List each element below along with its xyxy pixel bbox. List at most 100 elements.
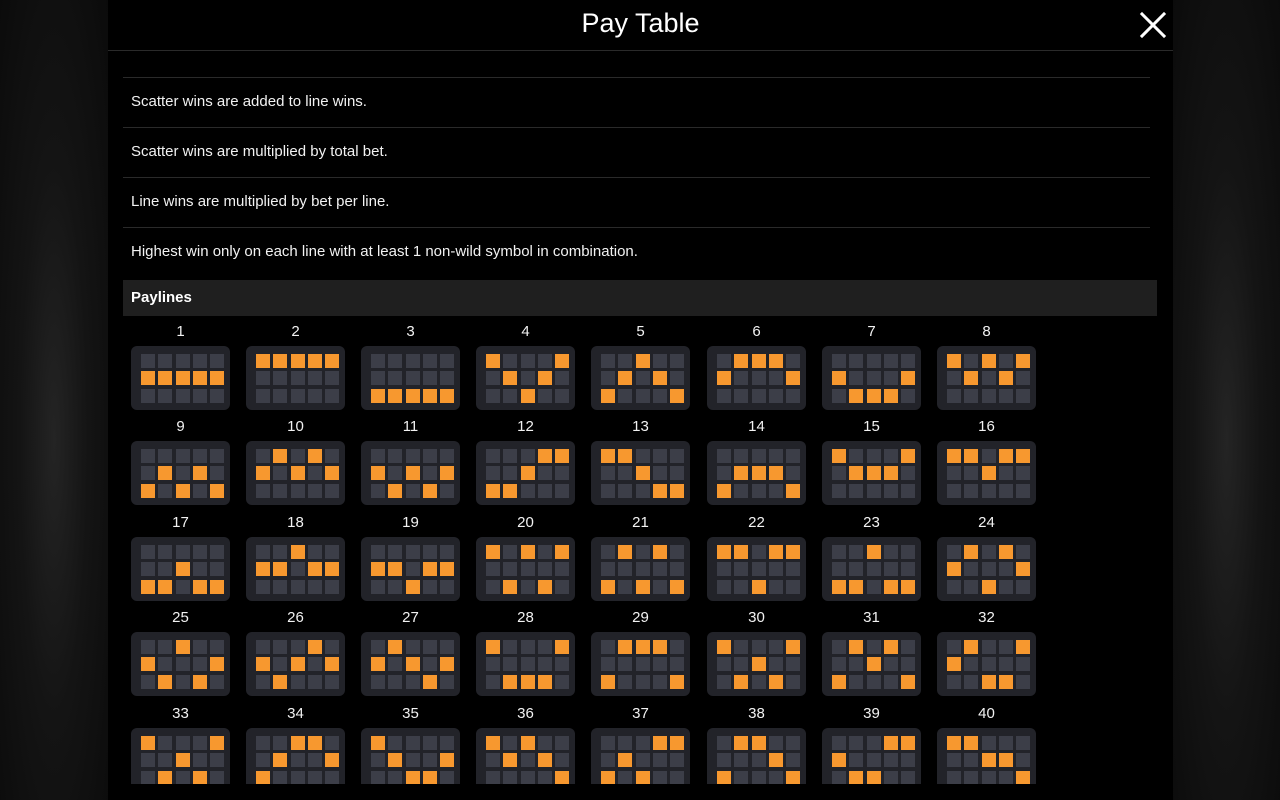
payline-cell-active (601, 580, 615, 594)
payline-cell (1016, 753, 1030, 767)
payline-cell (158, 449, 172, 463)
payline-cell-active (325, 466, 339, 480)
payline-cell-active (325, 753, 339, 767)
payline-cell (964, 562, 978, 576)
payline-cell (210, 545, 224, 559)
payline-cell (406, 753, 420, 767)
payline-cell-active (670, 484, 684, 498)
payline-cell-active (884, 466, 898, 480)
payline-cell (555, 580, 569, 594)
payline-cell-active (176, 371, 190, 385)
payline-number: 5 (636, 323, 645, 340)
payline-cell-active (388, 389, 402, 403)
payline-cell-active (901, 449, 915, 463)
payline-cell (521, 753, 535, 767)
payline-cell (849, 545, 863, 559)
payline-cell (717, 389, 731, 403)
payline-number: 35 (402, 705, 419, 722)
payline-pattern (591, 537, 690, 601)
payline-cell (486, 466, 500, 480)
payline-cell (786, 753, 800, 767)
payline-cell (538, 657, 552, 671)
payline-cell (538, 562, 552, 576)
payline-cell-active (849, 466, 863, 480)
payline-cell (308, 657, 322, 671)
payline-cell (371, 753, 385, 767)
payline-cell-active (141, 371, 155, 385)
payline-cell (256, 371, 270, 385)
payline-pattern (591, 728, 690, 784)
payline-cell (193, 545, 207, 559)
payline-4: 4 (476, 323, 575, 413)
rule-text: Scatter wins are added to line wins. (131, 93, 367, 110)
payline-cell (406, 675, 420, 689)
payline-cell (423, 640, 437, 654)
payline-cell (176, 736, 190, 750)
payline-cell (769, 484, 783, 498)
payline-cell (423, 736, 437, 750)
pay-table-content[interactable]: Scatter wins are added to line wins. Sca… (123, 51, 1157, 784)
payline-cell (521, 640, 535, 654)
payline-cell (406, 736, 420, 750)
payline-pattern (937, 728, 1036, 784)
payline-cell (867, 354, 881, 368)
close-button[interactable] (1138, 10, 1168, 40)
payline-number: 10 (287, 418, 304, 435)
page-title: Pay Table (581, 8, 700, 38)
payline-cell (158, 640, 172, 654)
payline-cell (670, 771, 684, 784)
payline-cell (849, 675, 863, 689)
payline-cell-active (964, 545, 978, 559)
payline-cell (210, 449, 224, 463)
payline-cell (769, 562, 783, 576)
payline-cell (734, 580, 748, 594)
payline-cell (503, 736, 517, 750)
payline-cell-active (486, 640, 500, 654)
payline-cell (618, 354, 632, 368)
payline-pattern (476, 441, 575, 505)
payline-cell-active (999, 675, 1013, 689)
payline-cell-active (273, 675, 287, 689)
payline-cell-active (555, 640, 569, 654)
payline-cell (786, 562, 800, 576)
payline-cell (901, 545, 915, 559)
payline-cell (601, 640, 615, 654)
payline-cell (653, 771, 667, 784)
payline-number: 31 (863, 609, 880, 626)
payline-cell (636, 736, 650, 750)
payline-cell (884, 354, 898, 368)
payline-pattern (131, 441, 230, 505)
payline-cell-active (849, 580, 863, 594)
payline-cell-active (256, 466, 270, 480)
payline-cell (503, 449, 517, 463)
payline-cell-active (717, 640, 731, 654)
payline-cell (141, 354, 155, 368)
payline-cell-active (884, 736, 898, 750)
payline-cell-active (256, 771, 270, 784)
payline-22: 22 (707, 514, 806, 604)
payline-cell-active (982, 753, 996, 767)
payline-17: 17 (131, 514, 230, 604)
payline-33: 33 (131, 705, 230, 784)
payline-number: 21 (632, 514, 649, 531)
rule-item: Line wins are multiplied by bet per line… (123, 178, 1150, 228)
payline-cell (982, 484, 996, 498)
payline-cell (406, 545, 420, 559)
payline-cell-active (947, 449, 961, 463)
payline-cell (867, 736, 881, 750)
payline-number: 17 (172, 514, 189, 531)
payline-cell (769, 371, 783, 385)
payline-cell-active (538, 675, 552, 689)
payline-cell (786, 449, 800, 463)
payline-cell-active (867, 389, 881, 403)
rule-text: Highest win only on each line with at le… (131, 243, 638, 260)
payline-cell-active (141, 484, 155, 498)
payline-cell (440, 371, 454, 385)
payline-cell (786, 580, 800, 594)
payline-cell (210, 640, 224, 654)
payline-number: 9 (176, 418, 185, 435)
payline-cell (636, 545, 650, 559)
payline-number: 14 (748, 418, 765, 435)
payline-cell (786, 389, 800, 403)
payline-cell-active (618, 753, 632, 767)
